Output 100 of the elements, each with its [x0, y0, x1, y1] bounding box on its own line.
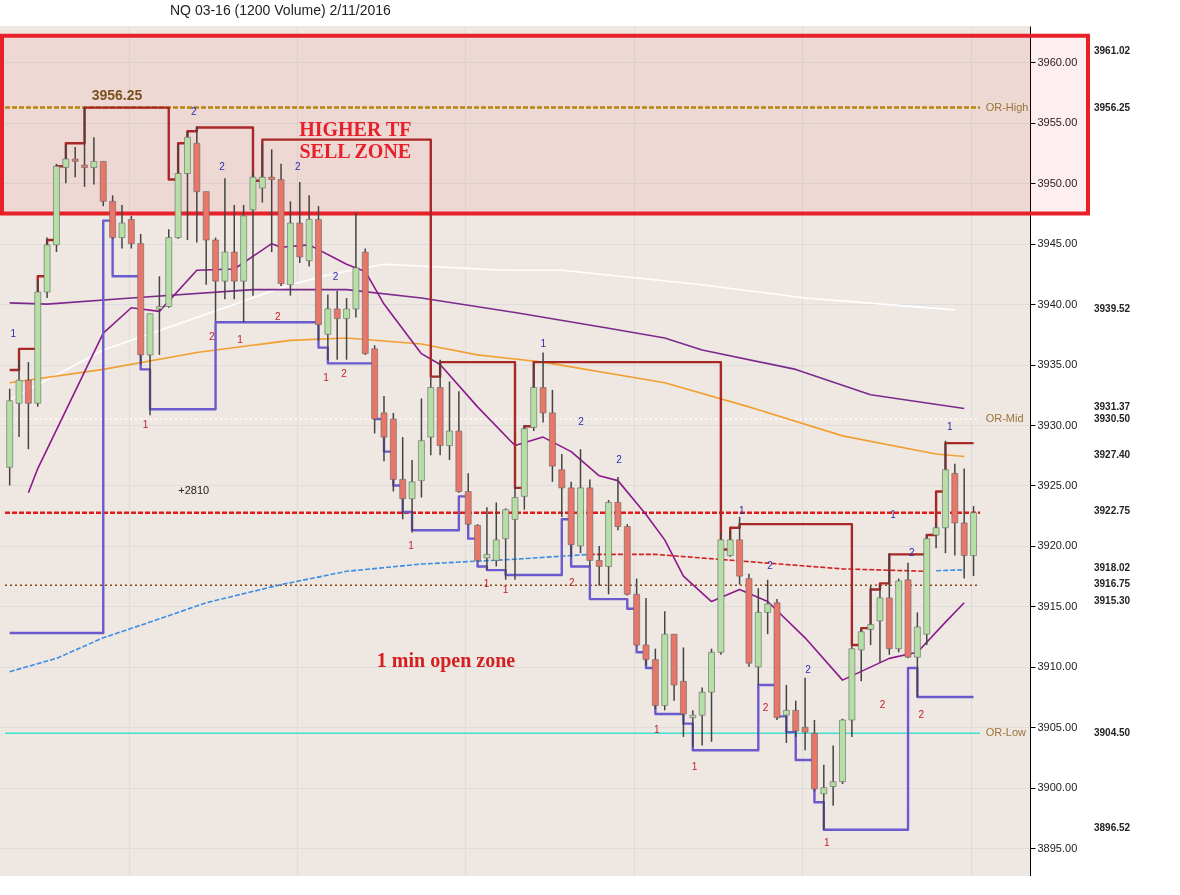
annotation: 1 — [540, 338, 547, 350]
annotation: 2 — [208, 330, 215, 342]
annotation: 1 — [408, 539, 415, 551]
text: 3956.25 — [1094, 101, 1131, 113]
text: 3961.02 — [1094, 44, 1131, 56]
candlestick — [558, 453, 566, 518]
candlestick — [62, 143, 70, 184]
candlestick — [820, 764, 828, 831]
annotation: 2 — [879, 699, 886, 711]
text: 3915.30 — [1094, 594, 1131, 606]
candlestick — [642, 597, 650, 667]
annotation: 1 min open zone — [376, 648, 516, 672]
text: 3904.50 — [1094, 726, 1131, 738]
annotation: 2 — [294, 161, 301, 173]
annotation: 3956.25 — [91, 86, 143, 103]
ref-line-label: OR-High — [985, 100, 1029, 113]
annotation: 2 — [341, 367, 348, 379]
annotation: 2 — [578, 415, 585, 427]
text: 3931.37 — [1094, 401, 1131, 413]
candlestick — [511, 484, 519, 581]
candlestick — [726, 529, 734, 558]
candlestick — [25, 361, 32, 450]
line-series — [8, 263, 956, 401]
annotation: 2 — [275, 310, 282, 322]
candlestick — [15, 358, 23, 438]
ref-line-label: OR-Low — [985, 726, 1027, 739]
annotation: 1 — [739, 505, 746, 517]
annotation: 1 — [237, 333, 244, 345]
annotation: 2 — [805, 663, 812, 675]
annotation: 2 — [332, 271, 339, 283]
annotation: 2 — [568, 577, 575, 589]
text: 3939.52 — [1094, 303, 1131, 315]
candlestick — [764, 579, 771, 635]
y-tick-label: 3930.00 — [1037, 418, 1078, 431]
y-tick-label: 3900.00 — [1037, 781, 1078, 794]
y-tick-label: 3950.00 — [1037, 176, 1078, 189]
candlestick — [932, 522, 940, 550]
candlestick — [829, 744, 837, 807]
annotation: 2 — [767, 560, 774, 572]
band-label: HIGHER TF SELL ZONE — [299, 117, 412, 162]
text: 3930.50 — [1094, 413, 1131, 425]
chart-title: NQ 03-16 (1200 Volume) 2/11/2016 — [170, 2, 391, 18]
y-tick-label: 3945.00 — [1037, 237, 1078, 250]
y-tick-label: 3960.00 — [1037, 55, 1078, 68]
annotation: 1 — [691, 761, 698, 773]
y-tick-label: 3920.00 — [1037, 539, 1078, 552]
candlestick — [408, 459, 416, 534]
text: 3927.40 — [1094, 449, 1131, 461]
text: 3916.75 — [1094, 578, 1131, 590]
candlestick — [483, 506, 491, 571]
annotation: 1 — [323, 371, 330, 383]
annotation: 2 — [909, 546, 916, 558]
candlestick — [492, 501, 500, 568]
candlestick — [399, 436, 407, 521]
annotation: 2 — [762, 702, 769, 714]
annotation: 1 — [10, 328, 17, 340]
annotation: 1 — [824, 836, 831, 848]
y-tick-label: 3925.00 — [1037, 478, 1078, 491]
candlestick — [81, 106, 88, 188]
candlestick — [783, 684, 790, 744]
candlestick — [333, 290, 341, 361]
text: 3896.52 — [1094, 821, 1131, 833]
candlestick — [857, 628, 865, 683]
annotation: 1 — [653, 723, 660, 735]
candlestick — [876, 585, 884, 663]
annotation: 2 — [219, 161, 226, 173]
y-tick-label: 3905.00 — [1037, 720, 1078, 733]
annotation: 1 — [890, 509, 897, 521]
candlestick — [689, 709, 697, 748]
candlestick — [343, 297, 350, 361]
y-tick-label: 3940.00 — [1037, 297, 1078, 310]
text: 3922.75 — [1094, 505, 1131, 517]
y-tick-label: 3910.00 — [1037, 660, 1078, 673]
annotation: 1 — [946, 420, 953, 432]
candlestick — [259, 143, 266, 204]
line-series — [8, 288, 965, 410]
candlestick — [698, 686, 706, 747]
candlestick — [118, 204, 126, 250]
annotation: 1 — [502, 584, 509, 596]
candlestick — [801, 676, 809, 751]
candlestick — [90, 136, 98, 186]
annotation: 1 — [483, 578, 490, 590]
annotation: +2810 — [178, 483, 210, 496]
y-tick-label: 3915.00 — [1037, 599, 1078, 612]
candlestick — [71, 146, 79, 178]
ref-line-label: OR-Mid — [985, 411, 1024, 424]
y-tick-label: 3895.00 — [1037, 841, 1078, 854]
text: 3918.02 — [1094, 562, 1131, 574]
annotation: 2 — [918, 708, 925, 720]
candlestick — [792, 699, 800, 738]
y-tick-label: 3935.00 — [1037, 358, 1078, 371]
annotation: 2 — [616, 454, 623, 466]
annotation: 1 — [142, 419, 149, 431]
line-series — [27, 242, 965, 681]
annotation: 2 — [190, 106, 197, 118]
y-tick-label: 3955.00 — [1037, 116, 1078, 129]
candlestick — [595, 545, 603, 587]
candlestick — [446, 380, 453, 461]
candlestick — [268, 148, 275, 253]
candlestick — [867, 585, 874, 646]
